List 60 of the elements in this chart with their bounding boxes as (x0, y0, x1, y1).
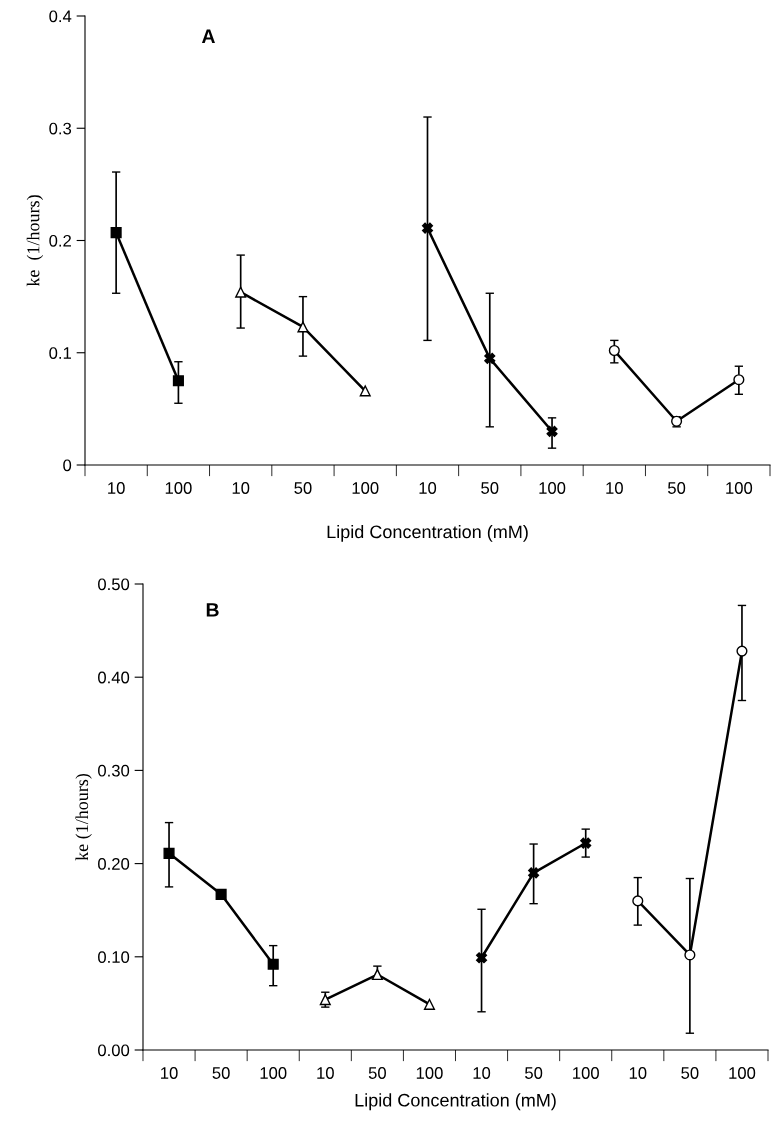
point (632, 895, 644, 907)
point (684, 949, 696, 961)
point (297, 321, 309, 333)
x-tick-label: 10 (108, 482, 125, 494)
y-tick-label: 0.00 (98, 1044, 130, 1057)
y-axis-title: ke (1/hours) (26, 195, 44, 287)
x-tick-label: 50 (681, 1067, 699, 1079)
x-tick-label: 100 (260, 1067, 287, 1079)
x-tick-label: 50 (212, 1067, 230, 1079)
y-tick-label: 0.40 (98, 671, 130, 684)
point (423, 998, 436, 1010)
y-tick-label: 0.1 (49, 347, 71, 359)
x-tick-label: 50 (368, 1067, 386, 1079)
y-tick-label: 0.3 (49, 122, 72, 135)
point (235, 286, 247, 298)
x-tick-label: 50 (667, 482, 686, 494)
x-tick-label: 100 (416, 1067, 443, 1079)
x-tick-label: 10 (606, 482, 623, 494)
y-tick-label: 0.20 (98, 858, 130, 870)
point (736, 645, 748, 657)
x-tick-label: 10 (473, 1067, 491, 1079)
point (484, 352, 496, 364)
x-tick-label: 10 (232, 482, 250, 494)
x-tick-label: 10 (317, 1067, 334, 1079)
x-tick-label: 10 (629, 1067, 647, 1079)
x-tick-label: 100 (352, 482, 379, 494)
x-tick-label: 100 (539, 482, 566, 494)
point (580, 837, 592, 849)
x-axis-title: Lipid Concentration (mM) (355, 1093, 556, 1111)
x-tick-label: 50 (481, 482, 499, 494)
y-tick-label: 0.50 (98, 578, 130, 591)
y-tick-label: 0.2 (49, 234, 71, 247)
point (475, 952, 488, 964)
y-axis-title: ke (1/hours) (75, 773, 92, 861)
x-tick-label: 100 (165, 482, 192, 494)
point (733, 374, 745, 386)
point (421, 222, 434, 234)
point (608, 344, 620, 357)
point (215, 888, 227, 900)
x-tick-label: 100 (726, 482, 753, 494)
x-tick-label: 10 (419, 482, 437, 494)
annotation: A (201, 29, 215, 43)
y-tick-label: 0.30 (98, 764, 130, 777)
annotation: B (206, 603, 219, 617)
x-tick-label: 100 (573, 1067, 599, 1079)
point (267, 958, 279, 970)
x-tick-label: 50 (525, 1067, 543, 1079)
x-tick-label: 100 (729, 1067, 756, 1079)
y-tick-label: 0.10 (98, 951, 130, 963)
y-tick-label: 0 (63, 459, 72, 472)
y-tick-label: 0.4 (49, 10, 72, 23)
x-axis-title: Lipid Concentration (mM) (327, 524, 528, 542)
point (528, 867, 540, 879)
point (163, 847, 175, 859)
x-tick-label: 50 (294, 482, 312, 494)
x-tick-label: 10 (161, 1067, 178, 1079)
point (359, 385, 371, 397)
point (546, 425, 558, 437)
point (172, 375, 184, 387)
point (110, 227, 122, 239)
